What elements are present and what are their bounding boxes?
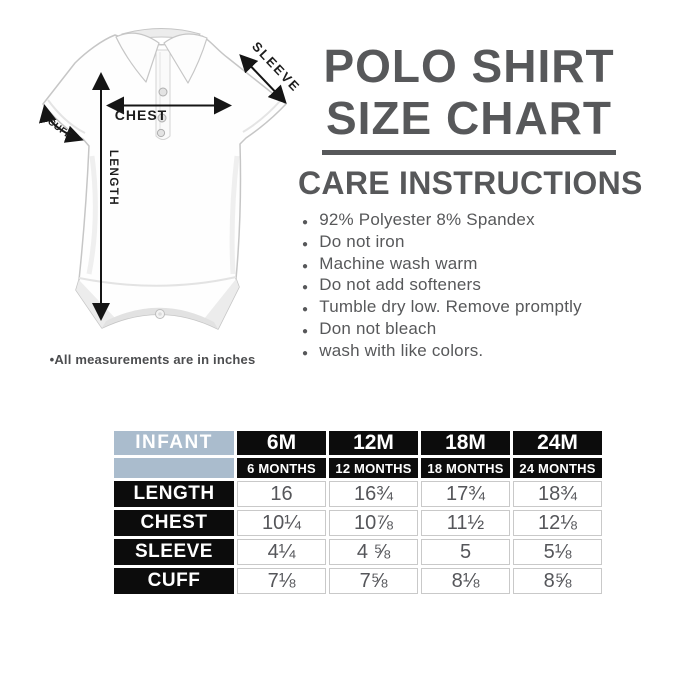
size-value-cell: 8⅝ (513, 568, 602, 594)
polo-diagram: CHEST SLEEVE CUFF LENGTH (10, 28, 303, 363)
sleeve-arrow (239, 54, 287, 104)
polo-bodysuit-illustration: CHEST SLEEVE CUFF LENGTH (38, 28, 303, 330)
placket (155, 49, 171, 140)
table-row: CUFF 7⅛ 7⅝ 8⅛ 8⅝ (114, 568, 602, 594)
size-value-cell: 16¾ (329, 481, 418, 507)
table-row: SLEEVE 4¼ 4 ⅝ 5 5⅛ (114, 539, 602, 565)
size-value-cell: 16 (237, 481, 326, 507)
table-corner-infant: INFANT (114, 431, 234, 455)
care-item: ● Don not bleach (302, 319, 582, 341)
month-subheader: 12 MONTHS (329, 458, 418, 478)
care-item: ● Do not add softeners (302, 275, 582, 297)
size-value-cell: 5 (421, 539, 510, 565)
size-col-header: 6M (237, 431, 326, 455)
collar (115, 28, 208, 84)
bullet-icon: ● (302, 217, 309, 228)
bullet-icon: ● (302, 347, 309, 359)
table-row: 6 MONTHS 12 MONTHS 18 MONTHS 24 MONTHS (114, 458, 602, 478)
row-label-chest: CHEST (114, 510, 234, 536)
row-label-cuff: CUFF (114, 568, 234, 594)
button-icon (156, 128, 166, 138)
size-value-cell: 4¼ (237, 539, 326, 565)
bullet-icon: ● (302, 238, 309, 250)
care-item-text: Tumble dry low. Remove promptly (319, 297, 582, 317)
care-item-text: Don not bleach (319, 318, 437, 338)
cuff-arrow (38, 104, 84, 143)
size-value-cell: 8⅛ (421, 568, 510, 594)
care-item: ● Tumble dry low. Remove promptly (302, 297, 582, 319)
care-item-text: Do not iron (319, 231, 405, 251)
chest-label: CHEST (115, 107, 167, 123)
row-label-length: LENGTH (114, 481, 234, 507)
size-value-cell: 10¼ (237, 510, 326, 536)
row-label-sleeve: SLEEVE (114, 539, 234, 565)
size-value-cell: 11½ (421, 510, 510, 536)
size-table: INFANT 6M 12M 18M 24M 6 MONTHS 12 MONTHS… (111, 428, 605, 597)
table-row: LENGTH 16 16¾ 17¾ 18¾ (114, 481, 602, 507)
care-list: ● 92% Polyester 8% Spandex ● Do not iron ●… (302, 210, 582, 363)
bullet-icon: ● (302, 325, 309, 337)
size-col-header: 24M (513, 431, 602, 455)
care-item: ● Machine wash warm (302, 254, 582, 276)
month-subheader: 6 MONTHS (237, 458, 326, 478)
care-heading: CARE INSTRUCTIONS (298, 165, 643, 201)
size-col-header: 12M (329, 431, 418, 455)
size-value-cell: 7⅛ (237, 568, 326, 594)
size-value-cell: 7⅝ (329, 568, 418, 594)
month-subheader: 24 MONTHS (513, 458, 602, 478)
title-underline (322, 150, 616, 155)
length-label: LENGTH (107, 150, 119, 206)
title-line-1: POLO SHIRT (323, 40, 615, 92)
care-item: ● Do not iron (302, 232, 582, 254)
measurement-arrows (38, 54, 287, 321)
size-value-cell: 12⅛ (513, 510, 602, 536)
bullet-icon: ● (302, 304, 309, 316)
table-corner-empty (114, 458, 234, 478)
page-title: POLO SHIRT SIZE CHART (305, 40, 633, 155)
size-value-cell: 18¾ (513, 481, 602, 507)
care-item-text: wash with like colors. (319, 340, 484, 360)
table-row: INFANT 6M 12M 18M 24M (114, 431, 602, 455)
measurement-note: •All measurements are in inches (49, 352, 256, 367)
care-item: ● wash with like colors. (302, 341, 582, 363)
size-value-cell: 4 ⅝ (329, 539, 418, 565)
month-subheader: 18 MONTHS (421, 458, 510, 478)
care-item-text: Do not add softeners (319, 275, 482, 295)
size-col-header: 18M (421, 431, 510, 455)
button-icon (158, 87, 168, 97)
bullet-icon: ● (302, 260, 309, 272)
bullet-icon: ● (302, 282, 309, 294)
care-item-text: 92% Polyester 8% Spandex (319, 210, 535, 229)
title-line-2: SIZE CHART (326, 92, 612, 144)
table-row: CHEST 10¼ 10⅞ 11½ 12⅛ (114, 510, 602, 536)
size-value-cell: 17¾ (421, 481, 510, 507)
size-value-cell: 10⅞ (329, 510, 418, 536)
care-item-text: Machine wash warm (319, 253, 478, 273)
care-item: ● 92% Polyester 8% Spandex (302, 210, 582, 232)
size-value-cell: 5⅛ (513, 539, 602, 565)
